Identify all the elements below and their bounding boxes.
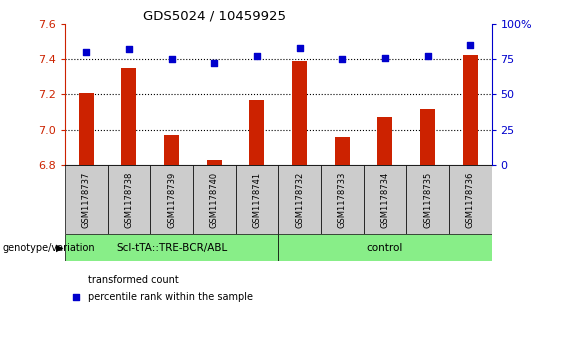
Bar (150, 165, 193, 234)
Text: GSM1178740: GSM1178740 (210, 172, 219, 228)
Bar (364, 165, 406, 234)
Bar (420, 109, 435, 165)
Bar (65, 165, 107, 234)
Bar (79, 93, 94, 165)
Bar (207, 160, 221, 165)
Point (466, 42, 475, 48)
Bar (406, 165, 449, 234)
Text: GSM1178736: GSM1178736 (466, 171, 475, 228)
Text: GSM1178735: GSM1178735 (423, 172, 432, 228)
Bar (292, 61, 307, 165)
Text: GSM1178732: GSM1178732 (295, 172, 304, 228)
Bar (335, 137, 350, 165)
Bar (121, 68, 136, 165)
Point (118, 236, 127, 242)
Text: genotype/variation: genotype/variation (3, 243, 95, 253)
Text: GDS5024 / 10459925: GDS5024 / 10459925 (143, 9, 286, 22)
Bar (463, 56, 477, 165)
Text: ScI-tTA::TRE-BCR/ABL: ScI-tTA::TRE-BCR/ABL (116, 243, 227, 253)
Text: GSM1178734: GSM1178734 (380, 172, 389, 228)
Text: GSM1178741: GSM1178741 (253, 172, 262, 228)
Bar (107, 165, 150, 234)
Point (253, 53, 262, 59)
Point (338, 56, 347, 62)
Bar (321, 165, 364, 234)
Text: GSM1178737: GSM1178737 (82, 171, 91, 228)
Point (82, 49, 91, 55)
Bar (279, 234, 492, 261)
Text: ▶: ▶ (55, 243, 63, 253)
Bar (279, 165, 321, 234)
Bar (449, 165, 492, 234)
Bar (236, 165, 278, 234)
Point (380, 55, 389, 61)
Point (210, 60, 219, 66)
Text: transformed count: transformed count (88, 275, 179, 285)
Point (295, 45, 304, 50)
Bar (377, 117, 392, 165)
Text: percentile rank within the sample: percentile rank within the sample (88, 291, 253, 302)
Text: control: control (367, 243, 403, 253)
Bar (250, 100, 264, 165)
Text: GSM1178739: GSM1178739 (167, 172, 176, 228)
Point (167, 56, 176, 62)
Text: GSM1178733: GSM1178733 (338, 171, 347, 228)
Point (124, 46, 133, 52)
Point (423, 53, 432, 59)
Text: GSM1178738: GSM1178738 (124, 171, 133, 228)
Bar (193, 165, 236, 234)
Bar (65, 234, 278, 261)
Bar (164, 135, 179, 165)
